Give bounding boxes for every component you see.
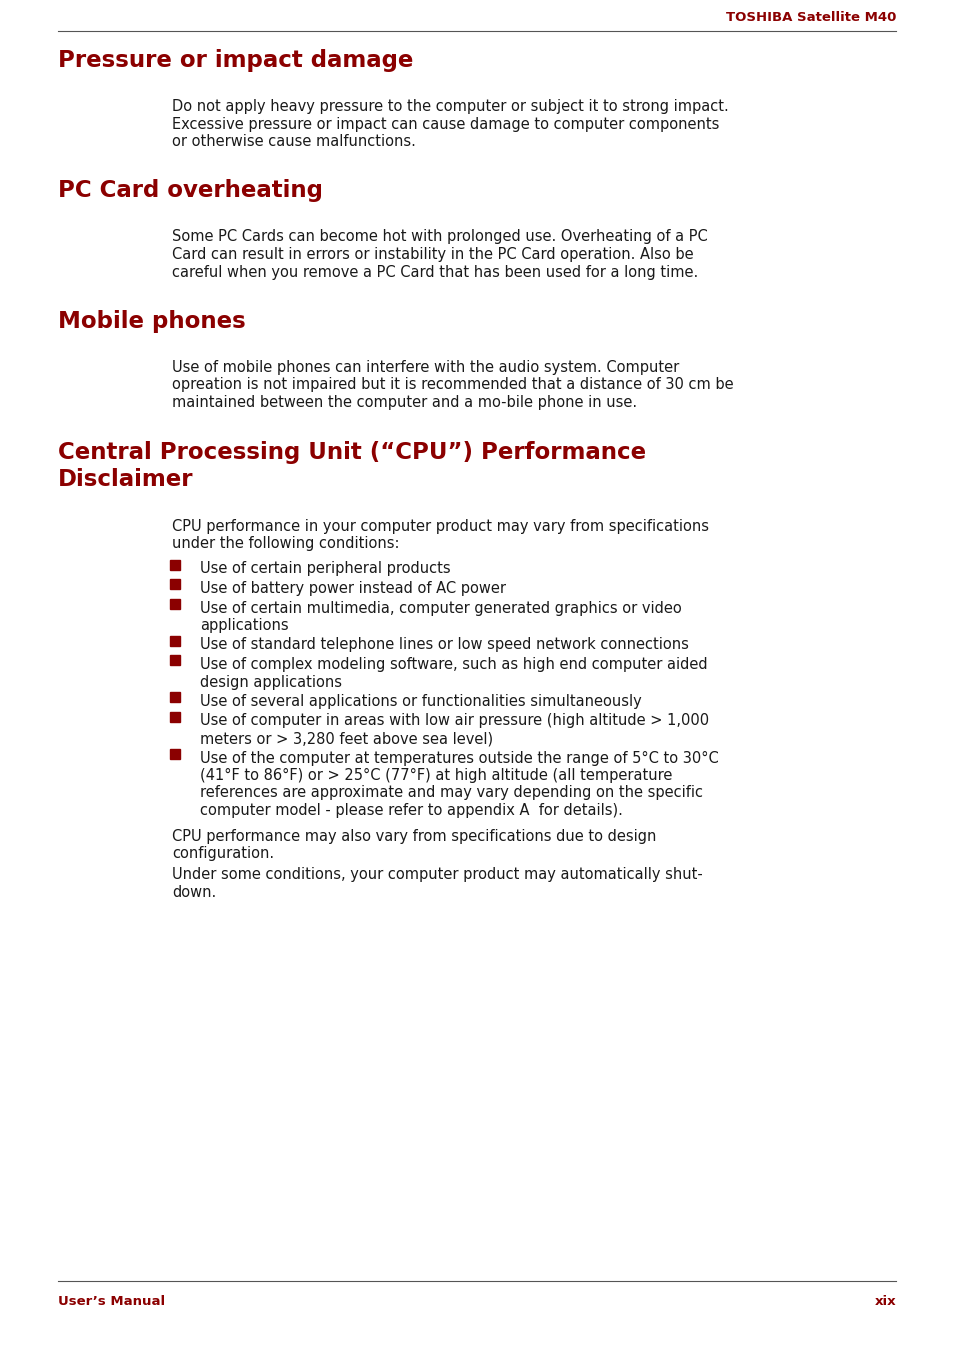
Text: Use of computer in areas with low air pressure (high altitude > 1,000: Use of computer in areas with low air pr…: [200, 714, 708, 728]
Text: Use of mobile phones can interfere with the audio system. Computer: Use of mobile phones can interfere with …: [172, 360, 679, 375]
Text: TOSHIBA Satellite M40: TOSHIBA Satellite M40: [725, 11, 895, 24]
Text: CPU performance may also vary from specifications due to design: CPU performance may also vary from speci…: [172, 828, 656, 843]
Text: Use of several applications or functionalities simultaneously: Use of several applications or functiona…: [200, 693, 641, 710]
Bar: [170, 560, 180, 569]
Text: Pressure or impact damage: Pressure or impact damage: [58, 49, 413, 71]
Text: opreation is not impaired but it is recommended that a distance of 30 cm be: opreation is not impaired but it is reco…: [172, 378, 733, 393]
Text: design applications: design applications: [200, 674, 341, 689]
Text: applications: applications: [200, 618, 289, 633]
Text: Do not apply heavy pressure to the computer or subject it to strong impact.: Do not apply heavy pressure to the compu…: [172, 98, 728, 115]
Text: PC Card overheating: PC Card overheating: [58, 179, 322, 202]
Text: careful when you remove a PC Card that has been used for a long time.: careful when you remove a PC Card that h…: [172, 264, 698, 279]
Text: meters or > 3,280 feet above sea level): meters or > 3,280 feet above sea level): [200, 731, 493, 746]
Text: maintained between the computer and a mo-bile phone in use.: maintained between the computer and a mo…: [172, 395, 637, 410]
Text: or otherwise cause malfunctions.: or otherwise cause malfunctions.: [172, 134, 416, 148]
Text: Card can result in errors or instability in the PC Card operation. Also be: Card can result in errors or instability…: [172, 247, 693, 262]
Bar: [170, 599, 180, 608]
Bar: [170, 656, 180, 665]
Text: Use of certain peripheral products: Use of certain peripheral products: [200, 561, 450, 576]
Text: Under some conditions, your computer product may automatically shut-: Under some conditions, your computer pro…: [172, 867, 702, 882]
Text: Mobile phones: Mobile phones: [58, 310, 246, 333]
Bar: [170, 749, 180, 758]
Text: Excessive pressure or impact can cause damage to computer components: Excessive pressure or impact can cause d…: [172, 116, 719, 131]
Bar: [170, 635, 180, 646]
Text: computer model - please refer to appendix A  for details).: computer model - please refer to appendi…: [200, 803, 622, 817]
Text: Disclaimer: Disclaimer: [58, 468, 193, 491]
Bar: [170, 579, 180, 590]
Text: references are approximate and may vary depending on the specific: references are approximate and may vary …: [200, 785, 702, 800]
Bar: [170, 711, 180, 722]
Text: Some PC Cards can become hot with prolonged use. Overheating of a PC: Some PC Cards can become hot with prolon…: [172, 229, 707, 244]
Text: Use of the computer at temperatures outside the range of 5°C to 30°C: Use of the computer at temperatures outs…: [200, 750, 718, 765]
Text: (41°F to 86°F) or > 25°C (77°F) at high altitude (all temperature: (41°F to 86°F) or > 25°C (77°F) at high …: [200, 768, 672, 782]
Text: xix: xix: [874, 1295, 895, 1309]
Text: Use of standard telephone lines or low speed network connections: Use of standard telephone lines or low s…: [200, 638, 688, 653]
Text: Use of complex modeling software, such as high end computer aided: Use of complex modeling software, such a…: [200, 657, 707, 672]
Text: Use of battery power instead of AC power: Use of battery power instead of AC power: [200, 581, 505, 596]
Text: configuration.: configuration.: [172, 846, 274, 861]
Text: under the following conditions:: under the following conditions:: [172, 536, 399, 550]
Text: Use of certain multimedia, computer generated graphics or video: Use of certain multimedia, computer gene…: [200, 600, 681, 615]
Bar: [170, 692, 180, 701]
Text: User’s Manual: User’s Manual: [58, 1295, 165, 1309]
Text: down.: down.: [172, 885, 216, 900]
Text: CPU performance in your computer product may vary from specifications: CPU performance in your computer product…: [172, 518, 708, 533]
Text: Central Processing Unit (“CPU”) Performance: Central Processing Unit (“CPU”) Performa…: [58, 441, 645, 464]
